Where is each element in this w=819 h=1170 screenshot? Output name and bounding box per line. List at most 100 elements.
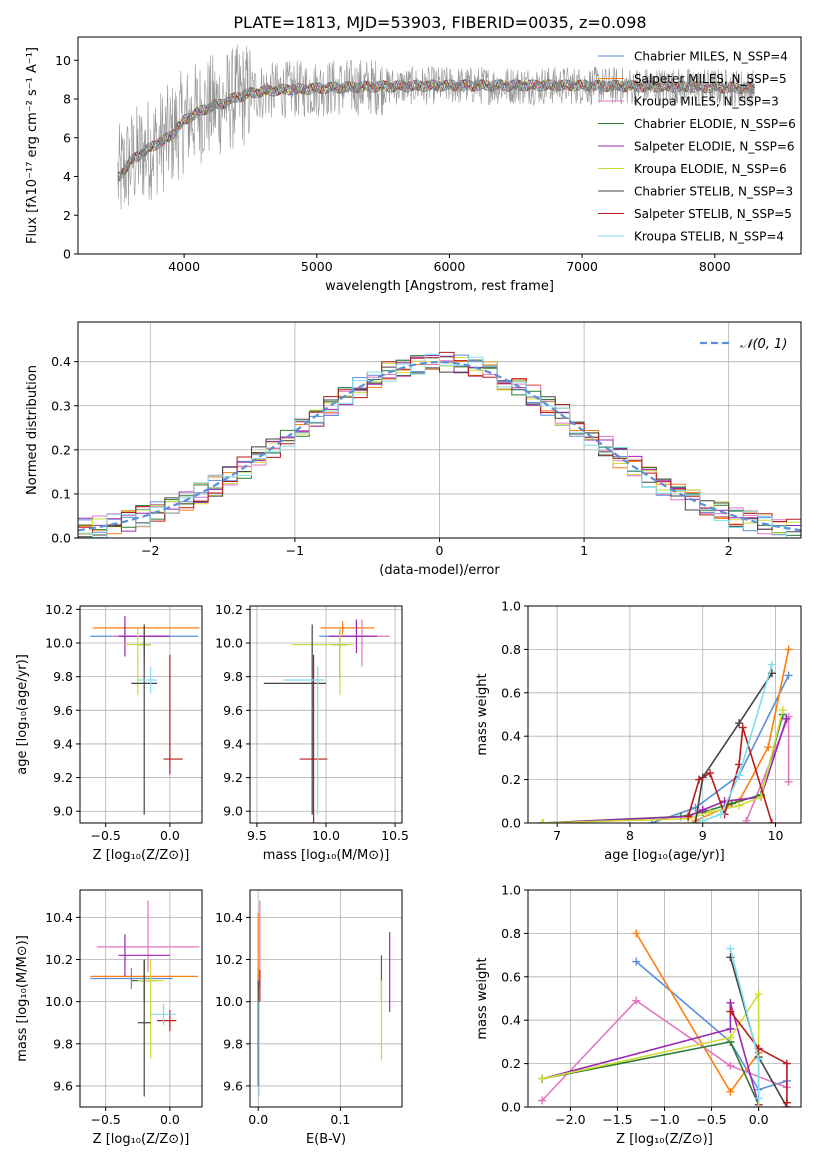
y-tick-label: 0.2 [501, 772, 521, 787]
y-tick-label: 9.0 [53, 804, 73, 819]
x-tick-label: 0.1 [330, 1112, 350, 1127]
x-tick-label: 8000 [699, 259, 731, 274]
x-tick-label: 9.5 [247, 828, 267, 843]
x-tick-label: 10 [768, 828, 784, 843]
x-axis-label: mass [log₁₀(M/M⊙)] [263, 848, 390, 863]
weight-series-line [542, 718, 788, 823]
x-tick-label: 7000 [566, 259, 598, 274]
y-tick-label: 10.0 [45, 994, 73, 1009]
legend-entry: Chabrier MILES, N_SSP=4 [634, 50, 788, 64]
axes-frame [79, 605, 203, 824]
weight-marker [778, 706, 787, 715]
y-tick-label: 9.6 [223, 703, 243, 718]
y-tick-label: 0.4 [501, 729, 521, 744]
y-tick-label: 10.2 [215, 602, 243, 617]
y-tick-label: 10.2 [45, 602, 73, 617]
errorbar-point [131, 624, 158, 815]
x-tick-label: −1 [286, 543, 304, 558]
y-tick-label: 0.8 [501, 642, 521, 657]
panel-spectrum: 4000 5000 6000 7000 8000 0 2 4 6 8 10 wavelength [A… [25, 36, 802, 294]
weight-marker [754, 990, 763, 999]
y-tick-label: 9.8 [53, 669, 73, 684]
errorbar-point [96, 900, 200, 973]
y-axis-label: mass weight [475, 673, 490, 755]
y-tick-label: 9.6 [53, 1078, 73, 1093]
y-axis-label: age [log₁₀(age/yr)] [15, 654, 30, 775]
y-tick-label: 0.6 [501, 969, 521, 984]
weight-marker [695, 775, 704, 784]
y-tick-label: 9.2 [223, 770, 243, 785]
weight-series-line [694, 672, 773, 823]
errorbar-point [137, 959, 164, 1059]
panel-residuals: −2 −1 0 1 2 0.0 0.1 0.2 0.3 0.4 (data-model)/error… [25, 321, 802, 578]
weight-marker [698, 805, 707, 814]
weight-marker [782, 1059, 791, 1068]
y-tick-label: 0 [63, 247, 71, 262]
y-tick-label: 9.4 [53, 736, 73, 751]
y-tick-label: 10.0 [215, 636, 243, 651]
y-tick-label: 1.0 [501, 883, 521, 898]
y-tick-label: 10 [55, 53, 71, 68]
weight-marker [784, 645, 793, 654]
x-tick-label: 4000 [168, 259, 200, 274]
legend-entry: Salpeter MILES, N_SSP=5 [634, 72, 787, 86]
y-tick-label: 9.8 [223, 1036, 243, 1051]
errorbar-point [124, 627, 151, 696]
weight-marker [632, 929, 641, 938]
weight-marker [716, 810, 725, 819]
weight-marker [698, 816, 707, 823]
panel-weight-vs-z: −2.0 −1.5 −1.0 −0.5 0.0 0.0 0.2 0.4 0.6 0.8 1.0 Z [… [475, 883, 802, 1147]
y-tick-label: 10.2 [215, 952, 243, 967]
plot-area-spectrum [117, 44, 756, 210]
x-tick-label: 10.5 [381, 828, 409, 843]
weight-marker [767, 819, 776, 823]
errorbar-point [291, 627, 354, 696]
y-tick-label: 0.4 [51, 354, 71, 369]
legend-entry: Salpeter ELODIE, N_SSP=6 [634, 140, 795, 154]
y-tick-label: 2 [63, 208, 71, 223]
y-tick-label: 8 [63, 92, 71, 107]
legend-entry: Salpeter STELIB, N_SSP=5 [634, 207, 792, 221]
residual-histogram [78, 360, 801, 538]
weight-marker [726, 944, 735, 953]
x-tick-label: 0.0 [160, 828, 180, 843]
weight-marker [726, 1061, 735, 1070]
residual-histogram [78, 353, 801, 538]
weight-marker [726, 1007, 735, 1016]
y-tick-label: 9.8 [53, 1036, 73, 1051]
errorbar-point [283, 666, 325, 815]
y-tick-label: 0.8 [501, 926, 521, 941]
weight-marker [632, 957, 641, 966]
y-tick-label: 10.0 [215, 994, 243, 1009]
weight-marker [735, 719, 744, 728]
x-tick-label: −0.5 [91, 828, 121, 843]
x-tick-label: 1 [580, 543, 588, 558]
weight-marker [754, 1055, 763, 1064]
plot-area-mass-vs-z [90, 900, 200, 1097]
plot-area-age-vs-z [90, 616, 200, 815]
panel-mass-vs-z: −0.5 0.0 9.6 9.8 10.0 10.2 10.4 Z [log₁₀(Z/Z⊙)]… [15, 889, 203, 1147]
y-tick-label: 0.4 [501, 1013, 521, 1028]
y-axis-label: mass weight [475, 957, 490, 1039]
y-axis-label: mass [log₁₀(M/M⊙)] [15, 935, 30, 1062]
errorbar-point [157, 1010, 177, 1032]
errorbar-point [163, 654, 183, 775]
errorbar-point [328, 619, 378, 654]
x-tick-label: 7 [553, 828, 561, 843]
weight-series-line [729, 1011, 788, 1103]
weight-marker [726, 1024, 735, 1033]
x-tick-label: 0.0 [248, 1112, 268, 1127]
y-tick-label: 6 [63, 130, 71, 145]
y-tick-label: 0.2 [51, 442, 71, 457]
x-tick-label: 9 [699, 828, 707, 843]
x-axis-label: E(B-V) [306, 1132, 346, 1147]
weight-series-line [542, 714, 784, 823]
weight-series-line [702, 664, 773, 822]
x-axis-label: wavelength [Angstrom, rest frame] [325, 279, 554, 294]
errorbar-point [150, 1003, 177, 1025]
normal-reference-curve [78, 360, 801, 532]
plot-area-weight-vs-age [538, 645, 793, 823]
errorbar-point [299, 654, 328, 823]
weight-series-line [635, 960, 788, 1091]
